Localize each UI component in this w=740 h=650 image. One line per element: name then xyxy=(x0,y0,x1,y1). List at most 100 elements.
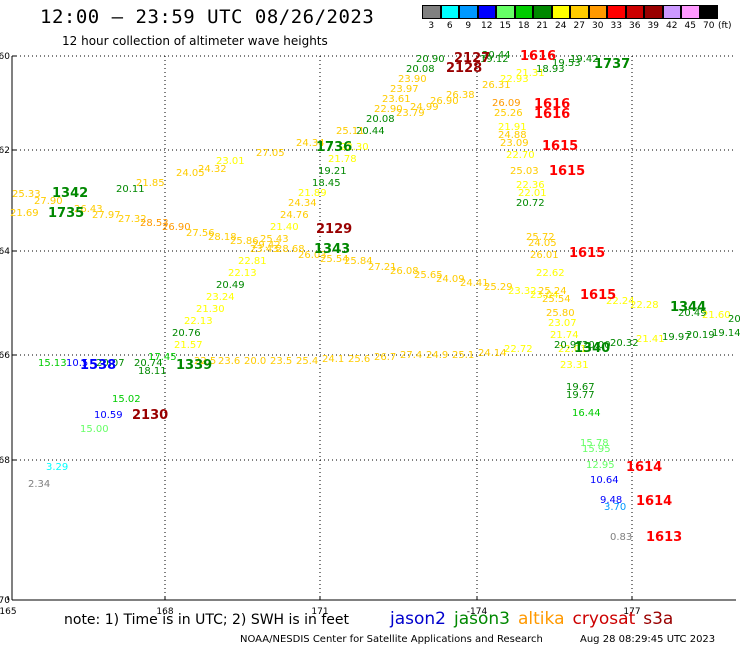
track-time-label: 1735 xyxy=(48,206,84,221)
wave-height-value: 21.91 xyxy=(498,122,527,133)
wave-height-value: 25.86 xyxy=(230,236,259,247)
track-time-label: 1613 xyxy=(646,530,682,545)
wave-height-value: 21.57 xyxy=(174,340,203,351)
wave-height-value: 23.01 xyxy=(216,156,245,167)
colorbar-swatch xyxy=(570,5,589,19)
wave-height-value: 19.67 xyxy=(566,382,595,393)
colorbar-bin: 70 xyxy=(699,5,718,31)
wave-height-value: 20.72 xyxy=(516,198,545,209)
latitude-label: -62 xyxy=(0,146,10,156)
wave-height-value: 25.65 xyxy=(414,270,443,281)
wave-height-value: 20.74 xyxy=(134,358,163,369)
wave-height-value: 20.44 xyxy=(482,50,511,61)
wave-height-value: 26.38 xyxy=(446,90,475,101)
wave-height-value: 20.08 xyxy=(366,114,395,125)
wave-height-value: 20.97 xyxy=(554,340,583,351)
wave-height-value: 24.14 xyxy=(478,348,507,359)
colorbar-bin: 6 xyxy=(440,5,459,31)
wave-height-value: 25.84 xyxy=(344,256,373,267)
wave-height-value: 28.53 xyxy=(140,218,169,229)
wave-height-value: 23.24 xyxy=(206,292,235,303)
colorbar-label: 24 xyxy=(555,21,567,31)
colorbar-swatch xyxy=(533,5,552,19)
wave-height-value: 25.11 xyxy=(336,126,365,137)
latitude-label: -70 xyxy=(0,596,10,606)
wave-height-value: 23.43 xyxy=(250,244,279,255)
wave-height-value: 26.43 xyxy=(74,204,103,215)
latitude-label: -68 xyxy=(0,456,10,466)
colorbar-label: 6 xyxy=(446,21,453,31)
wave-height-value: 21.74 xyxy=(550,330,579,341)
latitude-label: -66 xyxy=(0,351,10,361)
colorbar-swatch xyxy=(681,5,700,19)
track-time-label: 1538 xyxy=(80,358,116,373)
legend-jason3: jason3 xyxy=(454,609,510,629)
wave-height-value: 25.26 xyxy=(494,108,523,119)
wave-height-value: 18.93 xyxy=(536,64,565,75)
wave-height-value: 26.09 xyxy=(492,98,521,109)
wave-height-value: 24.05 xyxy=(528,238,557,249)
wave-height-value: 25.29 xyxy=(484,282,513,293)
track-time-label: 2127 xyxy=(454,51,490,66)
wave-height-value: 22.13 xyxy=(228,268,257,279)
wave-height-value: 25.72 xyxy=(526,232,555,243)
colorbar-bin: 21 xyxy=(533,5,552,31)
track-time-label: 1344 xyxy=(670,300,706,315)
wave-height-value: 24.34 xyxy=(288,198,317,209)
wave-height-value: 18.45 xyxy=(312,178,341,189)
wave-height-value: 27.56 xyxy=(186,228,215,239)
track-time-label: 1615 xyxy=(569,246,605,261)
wave-height-value: 27.32 xyxy=(118,214,147,225)
track-time-label: 2130 xyxy=(132,408,168,423)
wave-height-value: 22.5 xyxy=(194,356,216,367)
track-time-label: 1737 xyxy=(594,57,630,72)
colorbar-swatch xyxy=(496,5,515,19)
track-time-label: 1614 xyxy=(626,460,662,475)
wave-height-value: 22.24 xyxy=(606,296,635,307)
longitude-label: 171 xyxy=(311,607,328,617)
wave-height-value: 21.69 xyxy=(10,208,39,219)
wave-height-value: 20.49 xyxy=(216,280,245,291)
colorbar-label: 27 xyxy=(573,21,585,31)
wave-height-value: 22.13 xyxy=(184,316,213,327)
track-time-label: 1615 xyxy=(580,288,616,303)
wave-height-value: 24.76 xyxy=(280,210,309,221)
wave-height-value: 22.81 xyxy=(238,256,267,267)
wave-height-value: 25.03 xyxy=(510,166,539,177)
colorbar-label: 18 xyxy=(518,21,530,31)
colorbar-swatch xyxy=(422,5,441,19)
track-time-label: 1615 xyxy=(549,164,585,179)
page-subtitle: 12 hour collection of altimeter wave hei… xyxy=(62,34,328,48)
wave-height-value: 15.13 xyxy=(38,358,67,369)
wave-height-value: 25.6 xyxy=(348,354,370,365)
wave-height-value: 23.6 xyxy=(218,356,240,367)
colorbar-bin: 45 xyxy=(681,5,700,31)
wave-height-value: 15.02 xyxy=(112,394,141,405)
wave-height-value: 22.36 xyxy=(516,180,545,191)
wave-height-value: 20. xyxy=(728,314,740,325)
wave-height-value: 22.28 xyxy=(630,300,659,311)
wave-height-value: 19.97 xyxy=(662,332,691,343)
wave-height-value: 27.4 xyxy=(400,350,422,361)
wave-height-value: 15.00 xyxy=(80,424,109,435)
colorbar-label: 33 xyxy=(610,21,622,31)
colorbar-bin: 3 xyxy=(422,5,441,31)
track-time-label: 1616 xyxy=(534,97,570,112)
wave-height-value: 25.54 xyxy=(320,254,349,265)
wave-height-value: 27.97 xyxy=(92,210,121,221)
wave-height-value: 28.18 xyxy=(208,232,237,243)
legend-s3a: s3a xyxy=(643,609,674,629)
colorbar-bin: 39 xyxy=(644,5,663,31)
colorbar-swatch xyxy=(551,5,570,19)
wave-height-value: 21.30 xyxy=(196,304,225,315)
wave-height-value: 20.11 xyxy=(116,184,145,195)
track-time-label: 1339 xyxy=(176,358,212,373)
note-text: note: 1) Time is in UTC; 2) SWH is in fe… xyxy=(64,612,350,628)
wave-height-colorbar: 3 6 9 12 15 18 21 24 27 30 33 36 39 42 45 70 xyxy=(422,5,718,31)
legend-jason2: jason2 xyxy=(390,609,446,629)
wave-height-value: 0.83 xyxy=(610,532,632,543)
wave-height-value: 22.93 xyxy=(500,74,529,85)
wave-height-value: 23.90 xyxy=(398,74,427,85)
wave-height-value: 24.05 xyxy=(176,168,205,179)
